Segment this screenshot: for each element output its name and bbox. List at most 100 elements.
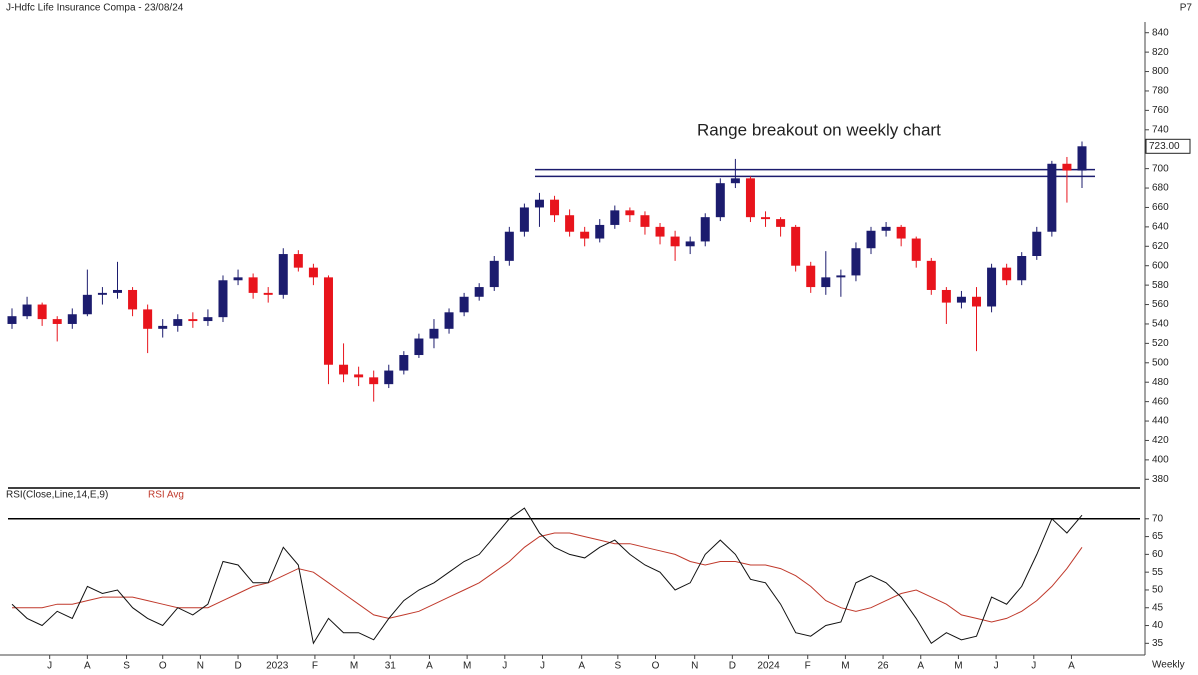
candle-body <box>233 277 243 281</box>
x-tick-label: F <box>312 661 318 672</box>
candle-body <box>173 319 183 326</box>
candle-body <box>866 230 876 249</box>
y-tick-label: 660 <box>1152 202 1169 213</box>
rsi-tick-label: 50 <box>1152 585 1164 596</box>
candle-body <box>474 287 484 297</box>
last-price-box <box>1145 138 1191 154</box>
candle-body <box>836 275 846 278</box>
candle-body <box>399 355 409 371</box>
y-tick-label: 540 <box>1152 319 1169 330</box>
candle-body <box>534 199 544 208</box>
candle-body <box>730 178 740 184</box>
x-tick-label: S <box>123 661 130 672</box>
candle-body <box>369 377 379 385</box>
candle-body <box>595 224 605 239</box>
x-tick-label: F <box>805 661 811 672</box>
y-tick-label: 380 <box>1152 474 1169 485</box>
x-tick-label: 31 <box>385 661 397 672</box>
y-tick-label: 640 <box>1152 222 1169 233</box>
x-tick-label: D <box>234 661 241 672</box>
x-tick-label: D <box>729 661 736 672</box>
corner-label: P7 <box>1180 3 1193 14</box>
y-tick-label: 560 <box>1152 299 1169 310</box>
rsi-tick-label: 60 <box>1152 549 1164 560</box>
x-tick-label: S <box>614 661 621 672</box>
x-tick-label: J <box>47 661 52 672</box>
candle-body <box>354 374 364 378</box>
candle-body <box>308 267 318 278</box>
candle-body <box>1002 267 1012 281</box>
candle-body <box>896 226 906 239</box>
chart-title: J-Hdfc Life Insurance Compa - 23/08/24 <box>6 3 184 14</box>
candle-body <box>881 226 891 231</box>
candle-body <box>112 289 122 293</box>
x-tick-label: M <box>463 661 471 672</box>
y-tick-label: 700 <box>1152 163 1169 174</box>
candle-body <box>519 207 529 232</box>
y-tick-label: 400 <box>1152 455 1169 466</box>
candle-body <box>565 215 575 232</box>
x-tick-label: M <box>841 661 849 672</box>
candle-body <box>550 199 560 216</box>
candle-body <box>263 292 273 295</box>
y-tick-label: 460 <box>1152 396 1169 407</box>
candle-body <box>1047 163 1057 232</box>
candle-body <box>625 210 635 216</box>
y-tick-label: 600 <box>1152 260 1169 271</box>
candle-body <box>188 319 198 322</box>
x-tick-label: N <box>197 661 204 672</box>
y-tick-label: 840 <box>1152 27 1169 38</box>
candle-body <box>67 314 77 324</box>
candle-body <box>7 316 17 324</box>
candle-body <box>158 325 168 329</box>
y-tick-label: 740 <box>1152 124 1169 135</box>
rsi-line <box>11 507 1083 645</box>
x-tick-label: J <box>540 661 545 672</box>
candle-body <box>339 364 349 375</box>
candle-body <box>791 226 801 266</box>
candle-body <box>82 294 92 315</box>
x-tick-label: O <box>159 661 167 672</box>
candle-body <box>52 319 62 324</box>
candle-body <box>851 248 861 276</box>
x-tick-label: A <box>84 661 91 672</box>
candle-body <box>745 178 755 218</box>
candle-body <box>97 292 107 295</box>
candle-body <box>610 210 620 225</box>
y-tick-label: 520 <box>1152 338 1169 349</box>
candle-body <box>926 260 936 290</box>
x-tick-label: A <box>1068 661 1075 672</box>
candle-body <box>776 219 786 227</box>
candle-body <box>761 217 771 220</box>
x-tick-label: 2023 <box>266 661 289 672</box>
candle-body <box>640 215 650 227</box>
x-tick-label: A <box>917 661 924 672</box>
annotation: Range breakout on weekly chart <box>697 120 941 139</box>
rsi-tick-label: 65 <box>1152 531 1164 542</box>
candle-body <box>987 267 997 307</box>
candle-body <box>941 289 951 303</box>
rsi-tick-label: 40 <box>1152 620 1164 631</box>
candle-body <box>972 296 982 307</box>
candle-body <box>715 183 725 218</box>
x-tick-label: O <box>652 661 660 672</box>
candle-body <box>278 254 288 295</box>
y-tick-label: 620 <box>1152 241 1169 252</box>
candle-body <box>218 280 228 318</box>
y-tick-label: 580 <box>1152 280 1169 291</box>
x-tick-label: J <box>1031 661 1036 672</box>
candle-body <box>429 328 439 339</box>
candle-body <box>685 241 695 247</box>
last-price-label: 723.00 <box>1149 141 1180 152</box>
candle-body <box>806 265 816 288</box>
candle-body <box>655 226 665 237</box>
candle-body <box>700 217 710 242</box>
rsi-tick-label: 45 <box>1152 602 1164 613</box>
rsi-label: RSI(Close,Line,14,E,9) <box>6 490 108 501</box>
candle-body <box>248 277 258 293</box>
candle-body <box>203 317 213 322</box>
candle-body <box>1032 231 1042 256</box>
candle-body <box>1017 256 1027 281</box>
